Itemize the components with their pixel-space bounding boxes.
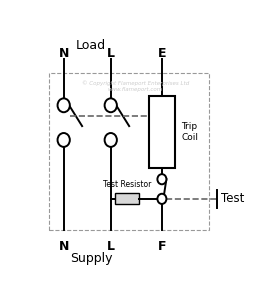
Text: Load: Load (76, 39, 106, 52)
Text: L: L (107, 240, 115, 253)
Circle shape (105, 98, 117, 112)
Text: Test: Test (221, 192, 245, 206)
Text: Supply: Supply (70, 252, 112, 266)
Circle shape (58, 133, 70, 147)
Bar (115, 193, 139, 204)
Text: © Copyright Flameport Enterprises Ltd: © Copyright Flameport Enterprises Ltd (82, 80, 189, 86)
Text: E: E (158, 47, 166, 60)
Circle shape (105, 133, 117, 147)
Text: N: N (59, 240, 69, 253)
Text: N: N (59, 47, 69, 60)
Circle shape (157, 194, 166, 204)
Text: L: L (107, 47, 115, 60)
Circle shape (58, 98, 70, 112)
Text: Trip
Coil: Trip Coil (181, 122, 198, 142)
Text: Test Resistor: Test Resistor (103, 180, 151, 189)
Circle shape (157, 174, 166, 184)
Bar (149, 96, 175, 168)
Bar (49, 73, 209, 230)
Text: F: F (158, 240, 166, 253)
Text: www.flameport.com: www.flameport.com (108, 87, 163, 92)
